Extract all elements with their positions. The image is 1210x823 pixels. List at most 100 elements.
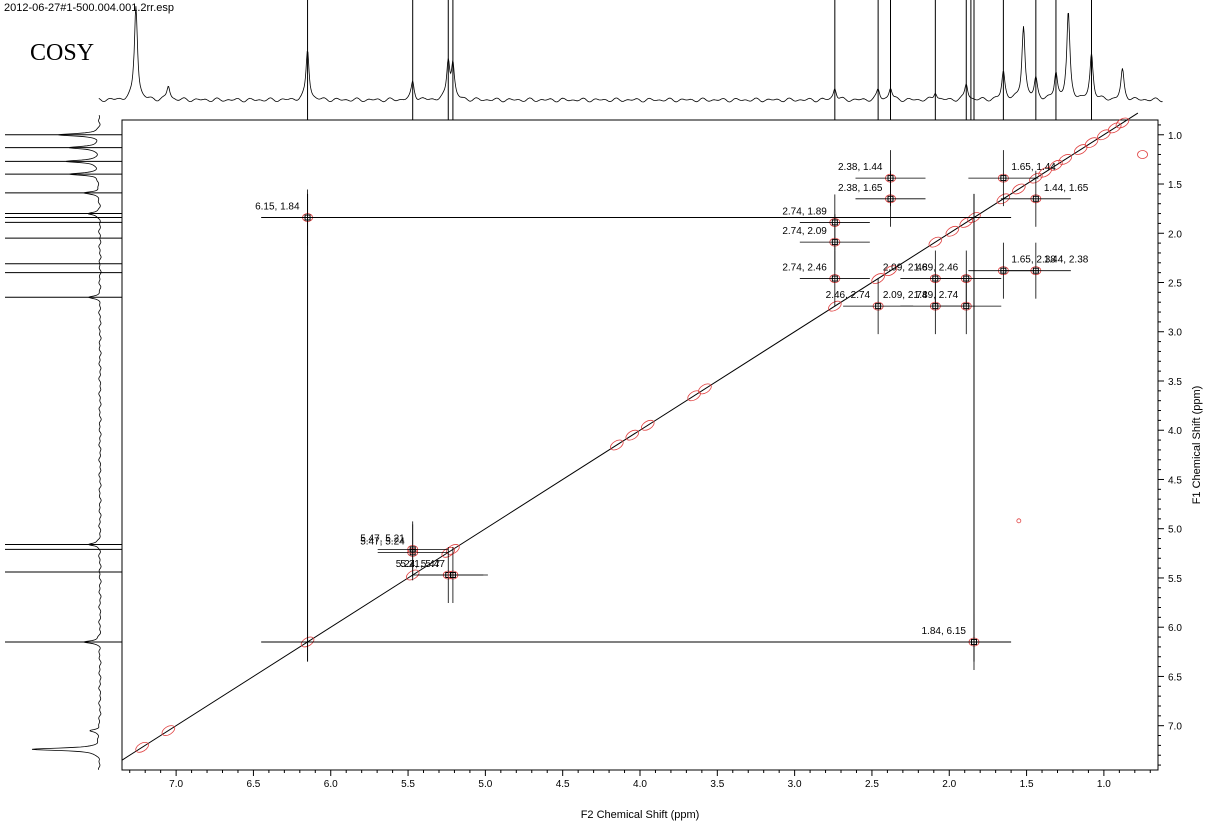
cross-peak-label: 2.09, 2.46 bbox=[883, 263, 928, 274]
x-tick-label: 7.0 bbox=[169, 779, 183, 790]
cross-peak-label: 6.15, 1.84 bbox=[255, 202, 300, 213]
y-tick-label: 6.0 bbox=[1168, 623, 1182, 634]
cross-peak-label: 2.74, 2.46 bbox=[782, 263, 827, 274]
y-tick-label: 2.0 bbox=[1168, 229, 1182, 240]
y-tick-label: 4.0 bbox=[1168, 426, 1182, 437]
cross-peak-marker bbox=[963, 303, 970, 310]
y-tick-label: 5.5 bbox=[1168, 574, 1182, 585]
noise-contour bbox=[1137, 150, 1148, 159]
diagonal-line bbox=[121, 112, 1139, 761]
diagonal-contour bbox=[625, 429, 640, 441]
diagonal-contour bbox=[828, 300, 842, 312]
f1-projection bbox=[5, 115, 122, 770]
cross-peak: 1.65, 2.38 bbox=[968, 242, 1056, 299]
cross-peak-label: 1.89, 2.46 bbox=[914, 263, 959, 274]
diagonal-contour bbox=[441, 546, 456, 558]
x-tick-label: 6.5 bbox=[246, 779, 260, 790]
file-name-label: 2012-06-27#1-500.004.001.2rr.esp bbox=[4, 2, 175, 14]
x-tick-label: 3.5 bbox=[710, 779, 724, 790]
diagonal-contour bbox=[1029, 172, 1043, 184]
f1-projection-trace bbox=[31, 115, 102, 770]
cross-peak-label: 5.21, 5.47 bbox=[400, 559, 445, 570]
cross-peak-label: 1.65, 2.38 bbox=[1011, 255, 1056, 266]
cross-peak-label: 1.65, 1.44 bbox=[1011, 162, 1056, 173]
diagonal-contour bbox=[610, 439, 624, 451]
y-tick-label: 3.5 bbox=[1168, 377, 1182, 388]
y-tick-label: 2.5 bbox=[1168, 279, 1182, 290]
diagonal-contour bbox=[161, 725, 176, 736]
x-tick-label: 4.0 bbox=[633, 779, 647, 790]
x-tick-label: 2.5 bbox=[865, 779, 879, 790]
y-tick-label: 3.0 bbox=[1168, 328, 1182, 339]
f2-projection-trace bbox=[98, 6, 1163, 103]
diagonal-contour bbox=[928, 236, 943, 248]
diagonal-contour bbox=[1073, 144, 1088, 155]
x-axis: 7.0 6.5 6.0 5.5 5.0 4.5 4.0 3.5 3.0 2.5 2.0 1.5 1.0 bbox=[129, 770, 1151, 790]
diagonal-contour bbox=[1115, 117, 1130, 129]
x-tick-label: 3.0 bbox=[788, 779, 802, 790]
experiment-title: COSY bbox=[30, 40, 95, 66]
cross-peak-label: 1.84, 6.15 bbox=[922, 626, 967, 637]
diagonal-contour bbox=[1084, 137, 1099, 149]
x-tick-label: 5.5 bbox=[401, 779, 415, 790]
diagonal-contour bbox=[959, 217, 974, 228]
x-tick-label: 1.5 bbox=[1020, 779, 1034, 790]
diagonal-contour bbox=[1038, 166, 1052, 178]
cross-peak-marker bbox=[449, 572, 456, 578]
contours bbox=[135, 117, 1148, 753]
cross-peak-label: 5.47, 5.24 bbox=[360, 536, 405, 547]
cross-peak-marker bbox=[831, 275, 838, 282]
cross-peak-label: 1.44, 2.38 bbox=[1044, 255, 1089, 266]
cross-peak: 5.21, 5.47 bbox=[400, 547, 488, 603]
diagonal-contour bbox=[135, 741, 149, 753]
cross-peak-label: 2.38, 1.44 bbox=[838, 162, 883, 173]
cross-peak-marker bbox=[875, 303, 882, 310]
cross-peak-marker bbox=[831, 239, 838, 246]
cross-peak: 1.89, 2.74 bbox=[914, 278, 1002, 335]
diagonal-contour bbox=[967, 212, 981, 223]
diagonal-contour bbox=[446, 544, 460, 555]
cross-peak-label: 2.46, 2.74 bbox=[826, 290, 871, 301]
cross-peak-label: 1.89, 2.74 bbox=[914, 290, 959, 301]
y-tick-label: 7.0 bbox=[1168, 722, 1182, 733]
diagonal-contour bbox=[1097, 129, 1111, 141]
x-axis-label: F2 Chemical Shift (ppm) bbox=[581, 809, 700, 821]
diagonal-contour bbox=[1012, 183, 1026, 195]
y-tick-label: 6.5 bbox=[1168, 672, 1182, 683]
y-axis-label: F1 Chemical Shift (ppm) bbox=[1191, 386, 1203, 505]
diagonal-contour bbox=[698, 383, 712, 395]
cross-peak: 5.47, 5.21 bbox=[360, 521, 448, 578]
cross-peak: 1.65, 1.44 bbox=[968, 150, 1056, 207]
diagonal-contour bbox=[883, 265, 898, 277]
y-axis: 1.0 1.5 2.0 2.5 3.0 3.5 4.0 4.5 5.0 5.5 6.0 6.5 7.0 bbox=[1158, 124, 1182, 766]
diagonal bbox=[121, 112, 1139, 761]
y-tick-label: 4.5 bbox=[1168, 475, 1182, 486]
cross-peak-marker bbox=[1000, 175, 1007, 182]
cross-peak: 2.74, 2.46 bbox=[782, 250, 870, 307]
x-tick-label: 1.0 bbox=[1097, 779, 1111, 790]
x-tick-label: 5.0 bbox=[478, 779, 492, 790]
cross-peak-label: 5.47, 5.21 bbox=[360, 533, 405, 544]
cross-peak-label: 5.24, 5.47 bbox=[396, 559, 441, 570]
cross-peak: 2.38, 1.44 bbox=[838, 150, 926, 207]
cross-peak-label: 2.74, 1.89 bbox=[782, 206, 827, 217]
f2-projection bbox=[98, 0, 1163, 120]
cross-peaks: 2.38, 1.44 1.65, 1.44 2.38, 1.65 1.44, 1.65… bbox=[255, 150, 1089, 670]
cross-peak: 2.46, 2.74 bbox=[826, 278, 914, 335]
cross-peak-label: 1.44, 1.65 bbox=[1044, 183, 1089, 194]
cross-peak-marker bbox=[409, 546, 416, 553]
y-tick-label: 1.0 bbox=[1168, 131, 1182, 142]
diagonal-contour bbox=[300, 636, 315, 648]
diagonal-contour bbox=[996, 193, 1011, 205]
y-tick-label: 5.0 bbox=[1168, 525, 1182, 536]
cross-peak: 2.38, 1.65 bbox=[838, 170, 926, 227]
cross-peak-marker bbox=[887, 195, 894, 202]
diagonal-contour bbox=[945, 225, 960, 237]
cross-peak-label: 2.09, 2.74 bbox=[883, 290, 928, 301]
cross-peak-label: 2.74, 2.09 bbox=[782, 226, 827, 237]
diagonal-contour bbox=[405, 569, 420, 581]
diagonal-contour bbox=[1107, 122, 1122, 134]
cross-peak-marker bbox=[1032, 195, 1039, 202]
cross-peak-label: 2.38, 1.65 bbox=[838, 183, 883, 194]
